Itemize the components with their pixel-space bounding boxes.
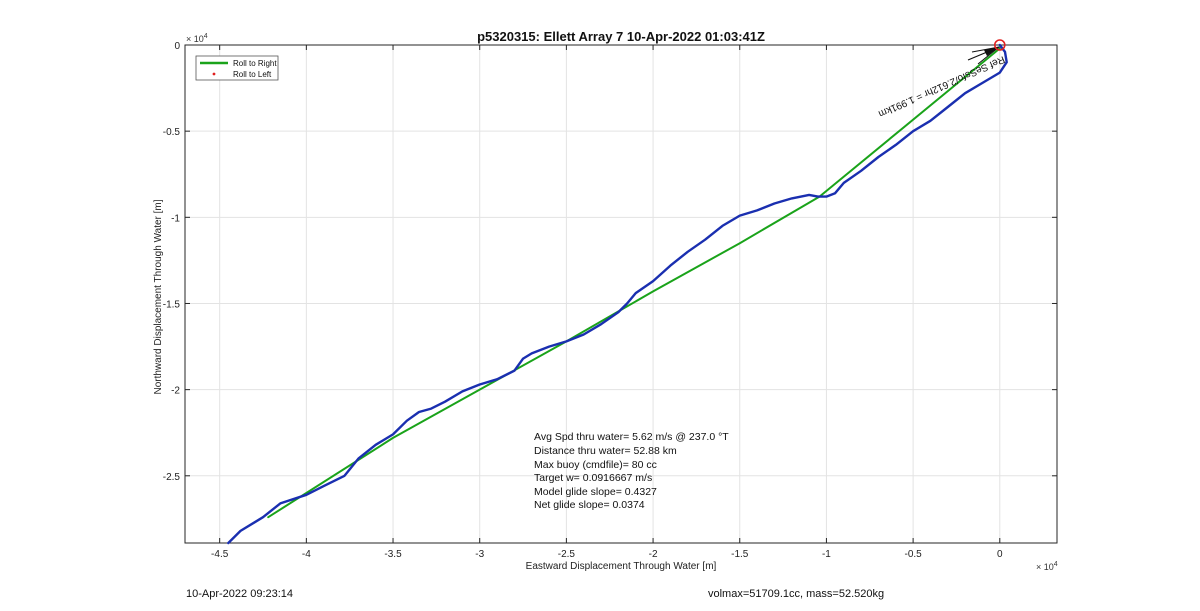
- data-series: [227, 43, 1008, 545]
- stat-model-glide: Model glide slope= 0.4327: [534, 486, 657, 498]
- x-tick-label: 0: [997, 549, 1003, 560]
- track-line: [227, 43, 1008, 545]
- roll-right-line: [267, 47, 1001, 519]
- x-tick-label: -0.5: [904, 549, 922, 560]
- x-tick-label: -4.5: [211, 549, 229, 560]
- x-axis-label: Eastward Displacement Through Water [m]: [526, 561, 717, 572]
- y-axis-exponent: × 104: [186, 33, 208, 44]
- y-tick-label: 0: [174, 41, 180, 52]
- x-tick-label: -4: [302, 549, 311, 560]
- legend: Roll to Right Roll to Left: [195, 55, 279, 81]
- plot-area: [184, 44, 1058, 544]
- legend-label-roll-left: Roll to Left: [233, 70, 272, 79]
- y-exponent-base: × 10: [186, 34, 204, 44]
- reference-arrow-line: [971, 46, 1000, 53]
- stat-net-glide: Net glide slope= 0.0374: [534, 499, 645, 511]
- x-tick-label: -1: [822, 549, 831, 560]
- start-marker: [993, 39, 1006, 51]
- y-axis-label: Northward Displacement Through Water [m]: [153, 199, 164, 394]
- y-tick-label: -1: [171, 213, 180, 224]
- stat-avg-speed: Avg Spd thru water= 5.62 m/s @ 237.0 °T: [534, 431, 729, 443]
- y-tick-label: -1.5: [163, 299, 181, 310]
- stat-distance: Distance thru water= 52.88 km: [534, 445, 677, 457]
- x-tick-label: -3.5: [384, 549, 402, 560]
- y-tick-label: -0.5: [163, 127, 181, 138]
- stats-annotation: Avg Spd thru water= 5.62 m/s @ 237.0 °T …: [534, 431, 729, 511]
- x-tick-label: -2: [649, 549, 658, 560]
- stat-max-buoy: Max buoy (cmdfile)= 80 cc: [534, 459, 657, 471]
- axis-ticks: -4.5 -4 -3.5 -3 -2.5 -2 -1.5 -1 -0.5 0 0 -0.5 -1 -1.5…: [163, 41, 1057, 560]
- stat-target-w: Target w= 0.0916667 m/s: [534, 472, 652, 484]
- footer-timestamp: 10-Apr-2022 09:23:14: [186, 588, 294, 600]
- svg-text:× 104: × 104: [1036, 561, 1058, 572]
- x-tick-label: -1.5: [731, 549, 749, 560]
- legend-label-roll-right: Roll to Right: [233, 59, 277, 68]
- y-tick-label: -2.5: [163, 472, 181, 483]
- x-exponent-power: 4: [1054, 561, 1058, 568]
- y-tick-label: -2: [171, 386, 180, 397]
- x-exponent-base: × 10: [1036, 562, 1054, 572]
- chart-title: p5320315: Ellett Array 7 10-Apr-2022 01:…: [477, 29, 765, 44]
- reference-arrow-line: [977, 46, 1000, 65]
- x-tick-label: -2.5: [558, 549, 576, 560]
- legend-swatch-roll-left: [212, 72, 216, 76]
- svg-text:× 104: × 104: [186, 33, 208, 44]
- footer-vehicle-info: volmax=51709.1cc, mass=52.520kg: [708, 588, 885, 600]
- y-exponent-power: 4: [204, 33, 208, 40]
- legend-box: [195, 55, 279, 81]
- reference-arrow-head: [984, 47, 999, 56]
- x-tick-label: -3: [475, 549, 484, 560]
- x-axis-exponent: × 104: [1036, 561, 1058, 572]
